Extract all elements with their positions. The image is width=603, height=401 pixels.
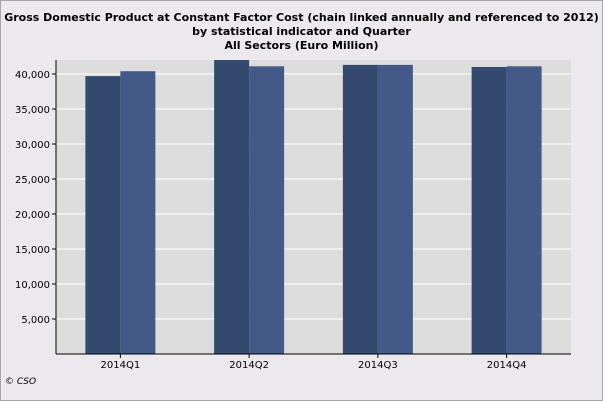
chart-title-line-1: Gross Domestic Product at Constant Facto… (4, 11, 599, 24)
y-tick-label: 10,000 (15, 280, 50, 291)
x-tick-label: 2014Q3 (358, 360, 398, 371)
y-tick-label: 15,000 (15, 245, 50, 256)
chart-title-line-2: by statistical indicator and Quarter (192, 25, 411, 38)
bar-2014Q4-series-2 (506, 66, 542, 355)
y-tick-label: 40,000 (15, 70, 50, 81)
bar-2014Q4-series-1 (471, 67, 507, 354)
y-tick-label: 35,000 (15, 105, 50, 116)
bar-2014Q2-series-2 (249, 66, 285, 355)
bar-2014Q2-series-1 (214, 60, 250, 354)
y-tick-label: 30,000 (15, 140, 50, 151)
bar-2014Q1-series-2 (120, 71, 156, 354)
bar-2014Q1-series-1 (85, 76, 121, 354)
axes: 5,000 10,000 15,000 20,000 25,000 30,000 35,00… (15, 60, 571, 371)
x-tick-label: 2014Q1 (101, 360, 141, 371)
bar-2014Q3-series-1 (342, 64, 378, 355)
copyright-note: © CSO (5, 377, 37, 387)
bar-2014Q3-series-2 (377, 64, 413, 355)
chart-title-line-3: All Sectors (Euro Million) (224, 39, 379, 52)
x-tick-label: 2014Q4 (487, 360, 527, 371)
y-tick-label: 20,000 (15, 210, 50, 221)
x-tick-label: 2014Q2 (229, 360, 269, 371)
bars (85, 60, 542, 355)
y-tick-label: 5,000 (21, 315, 50, 326)
y-tick-label: 25,000 (15, 175, 50, 186)
